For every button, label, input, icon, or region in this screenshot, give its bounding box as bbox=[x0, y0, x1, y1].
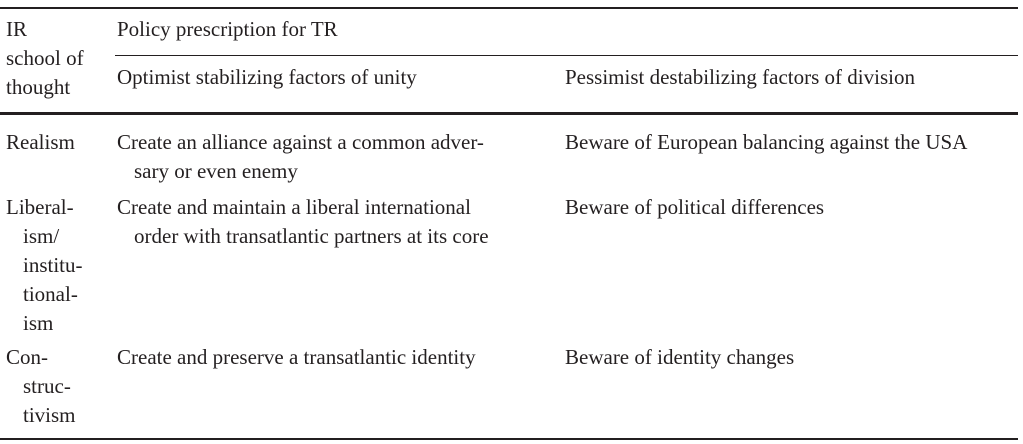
table-top-rule bbox=[0, 7, 1018, 9]
row-constructivism-school: Con- struc- tivism bbox=[6, 345, 76, 427]
row-constructivism-optimist: Create and preserve a transatlantic iden… bbox=[117, 345, 476, 369]
header-pessimist: Pessimist destabilizing factors of divis… bbox=[565, 65, 915, 89]
row-liberalism-optimist: Create and maintain a liberal internatio… bbox=[117, 195, 489, 248]
table-bottom-rule bbox=[0, 438, 1018, 440]
header-sub-rule bbox=[115, 55, 1018, 56]
header-optimist: Optimist stabilizing factors of unity bbox=[117, 65, 417, 89]
row-liberalism-school: Liberal- ism/ institu- tional- ism bbox=[6, 195, 83, 335]
row-realism-pessimist: Beware of European balancing against the… bbox=[565, 130, 968, 154]
header-policy-prescription: Policy prescription for TR bbox=[117, 17, 338, 41]
header-bottom-rule bbox=[0, 112, 1018, 115]
row-constructivism-pessimist: Beware of identity changes bbox=[565, 345, 795, 369]
row-liberalism-pessimist: Beware of political differences bbox=[565, 195, 825, 219]
row-realism-optimist: Create an alliance against a common adve… bbox=[117, 130, 484, 183]
row-realism-school: Realism bbox=[6, 130, 75, 154]
header-school-of-thought: IR school of thought bbox=[6, 17, 84, 99]
